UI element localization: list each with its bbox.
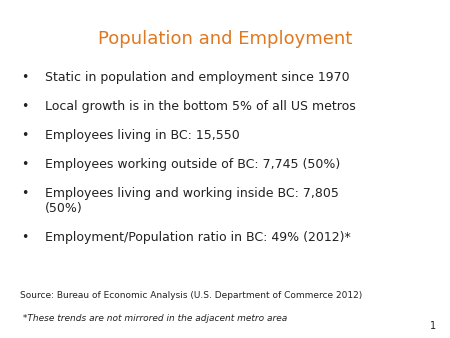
Text: *These trends are not mirrored in the adjacent metro area: *These trends are not mirrored in the ad… (20, 314, 288, 323)
Text: •: • (21, 187, 28, 199)
Text: •: • (21, 100, 28, 113)
Text: •: • (21, 232, 28, 244)
Text: Static in population and employment since 1970: Static in population and employment sinc… (45, 71, 350, 84)
Text: Source: Bureau of Economic Analysis (U.S. Department of Commerce 2012): Source: Bureau of Economic Analysis (U.S… (20, 291, 363, 300)
Text: Local growth is in the bottom 5% of all US metros: Local growth is in the bottom 5% of all … (45, 100, 356, 113)
Text: Population and Employment: Population and Employment (98, 30, 352, 48)
Text: Employees working outside of BC: 7,745 (50%): Employees working outside of BC: 7,745 (… (45, 158, 340, 171)
Text: •: • (21, 158, 28, 171)
Text: 1: 1 (430, 321, 436, 331)
Text: Employment/Population ratio in BC: 49% (2012)*: Employment/Population ratio in BC: 49% (… (45, 232, 351, 244)
Text: •: • (21, 129, 28, 142)
Text: •: • (21, 71, 28, 84)
Text: Employees living in BC: 15,550: Employees living in BC: 15,550 (45, 129, 240, 142)
Text: Employees living and working inside BC: 7,805
(50%): Employees living and working inside BC: … (45, 187, 339, 215)
